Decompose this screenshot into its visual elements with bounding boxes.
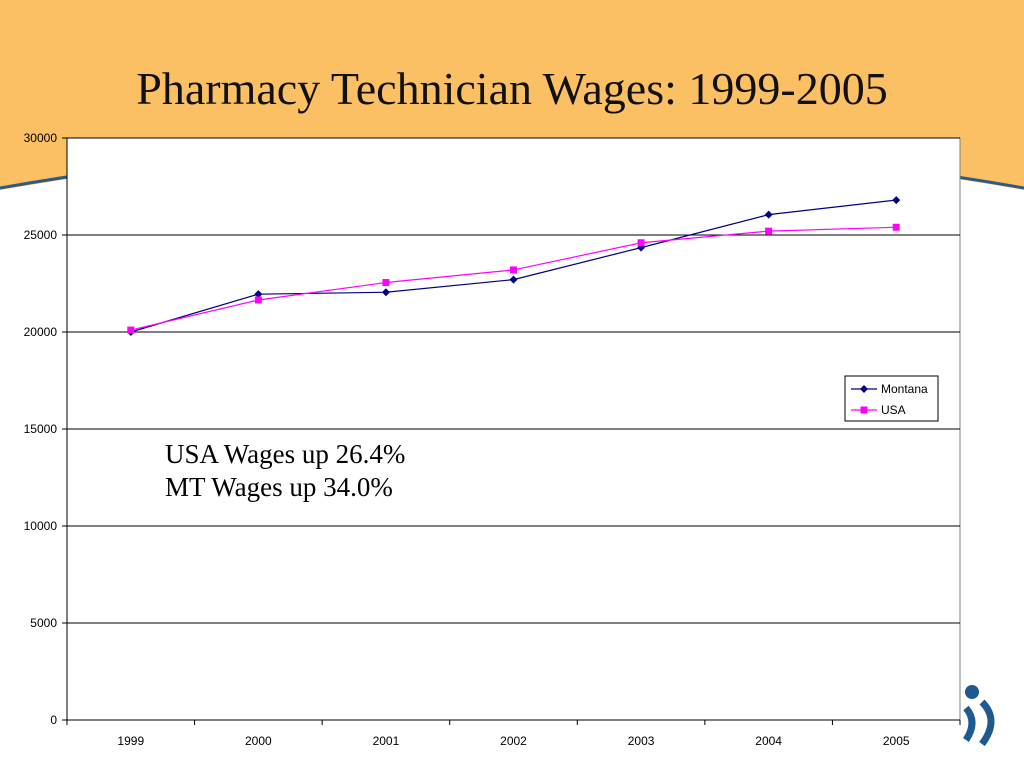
logo-head — [965, 685, 979, 699]
x-tick-label-2002: 2002 — [500, 734, 527, 748]
slide-title: Pharmacy Technician Wages: 1999-2005 — [136, 63, 888, 114]
x-tick-label-2000: 2000 — [245, 734, 272, 748]
y-tick-label-30000: 30000 — [24, 131, 58, 145]
person-arc-logo-icon — [963, 685, 995, 747]
x-tick-label-2004: 2004 — [755, 734, 782, 748]
y-tick-label-0: 0 — [50, 713, 57, 727]
x-tick-labels: 1999 2000 2001 2002 2003 2004 2005 — [117, 734, 909, 748]
annotation-mt: MT Wages up 34.0% — [165, 472, 393, 502]
y-tick-label-5000: 5000 — [30, 616, 57, 630]
y-tick-labels: 0 5000 10000 15000 20000 25000 30000 — [24, 131, 58, 727]
point-usa-2005 — [892, 223, 900, 231]
point-montana-2001 — [381, 288, 390, 297]
point-montana-2000 — [254, 290, 263, 299]
y-tick-label-15000: 15000 — [24, 422, 58, 436]
point-usa-1999 — [127, 326, 135, 334]
legend-marker-montana — [860, 385, 868, 393]
annotation-usa: USA Wages up 26.4% — [165, 439, 406, 469]
legend-label-usa: USA — [881, 403, 906, 417]
point-usa-2003 — [637, 239, 645, 247]
point-montana-2004 — [764, 210, 773, 219]
x-tick-label-2003: 2003 — [628, 734, 655, 748]
x-tick-label-2005: 2005 — [883, 734, 910, 748]
point-montana-2005 — [892, 196, 901, 205]
x-tick-label-2001: 2001 — [373, 734, 400, 748]
gridlines — [67, 137, 960, 624]
y-tick-label-25000: 25000 — [24, 228, 58, 242]
y-tick-label-10000: 10000 — [24, 519, 58, 533]
annotations: USA Wages up 26.4% MT Wages up 34.0% — [165, 438, 405, 504]
axes — [62, 137, 961, 725]
legend-marker-usa — [860, 406, 868, 414]
point-usa-2000 — [254, 296, 262, 304]
logo-arc-inner — [963, 705, 976, 742]
point-montana-2002 — [509, 275, 518, 284]
point-usa-2002 — [510, 266, 517, 274]
series-usa — [127, 223, 900, 334]
point-usa-2004 — [765, 227, 773, 235]
series-layer — [126, 196, 901, 336]
point-usa-2001 — [382, 279, 390, 287]
legend: Montana USA — [844, 375, 939, 422]
x-tick-label-1999: 1999 — [117, 734, 144, 748]
logo-arc-outer — [979, 699, 995, 747]
y-tick-label-20000: 20000 — [24, 325, 58, 339]
legend-label-montana: Montana — [881, 382, 928, 396]
